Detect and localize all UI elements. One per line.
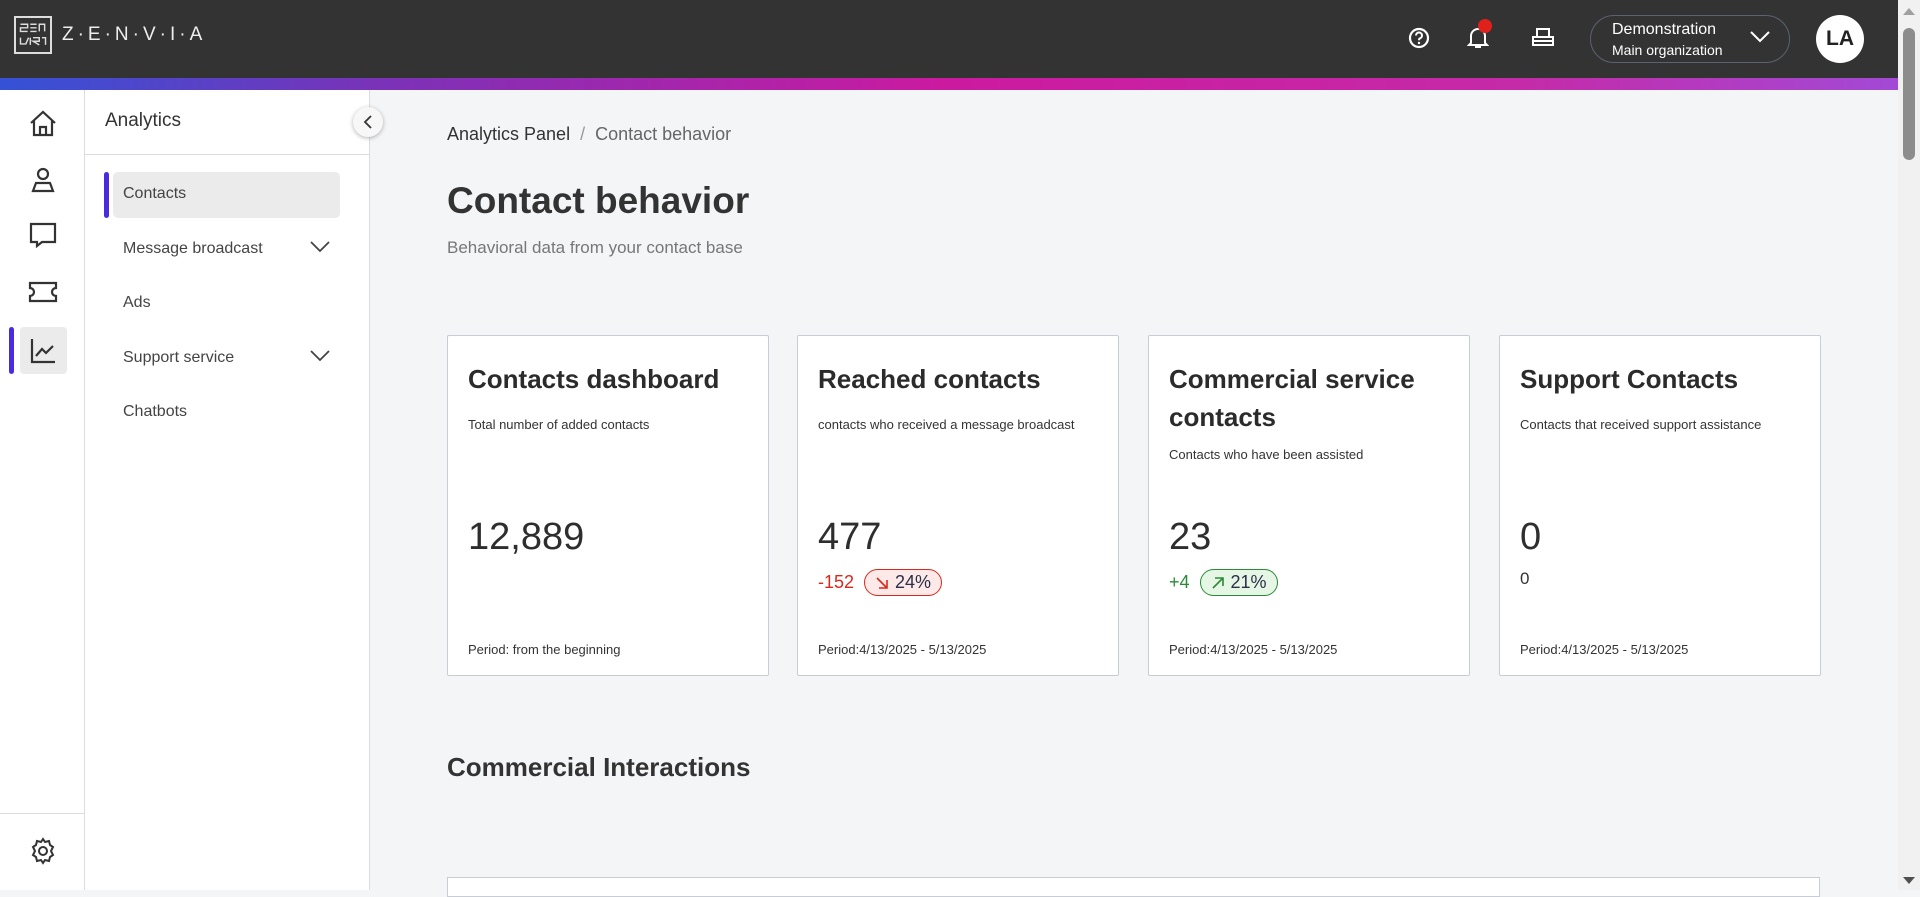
card-value: 23 [1169,516,1212,558]
sidebar-item-contacts[interactable]: Contacts [113,172,340,218]
user-icon[interactable] [28,165,58,195]
card-period: Period:4/13/2025 - 5/13/2025 [1169,642,1338,657]
sidebar-item-label: Chatbots [123,403,188,420]
rail-divider [0,813,85,814]
ticket-icon[interactable] [28,277,58,307]
breadcrumb-separator: / [580,124,586,144]
card-delta: +4 [1169,572,1190,592]
card-description: Contacts that received support assistanc… [1520,417,1762,432]
sidebar-active-indicator [104,172,109,218]
card-delta: -152 [818,572,855,592]
printer-icon[interactable] [1527,22,1559,54]
scroll-up-arrow[interactable] [1903,8,1915,15]
trend-percent: 21% [1230,572,1267,592]
brand-gradient-bar [0,78,1898,90]
rail-active-indicator [9,327,14,374]
zenvia-logo[interactable]: Z·E·N·V·I·A [14,16,206,54]
chevron-down-icon [1750,31,1770,43]
scrollbar-thumb[interactable] [1903,28,1915,160]
card-contacts-dashboard: Contacts dashboard Total number of added… [447,335,769,676]
card-title: Support Contacts [1520,364,1739,394]
scroll-down-arrow[interactable] [1903,877,1915,884]
sidebar-item-label: Ads [123,294,151,311]
trend-percent: 24% [895,572,932,592]
sidebar-item-ads[interactable]: Ads [113,281,340,327]
notification-dot [1478,19,1492,33]
chart-icon[interactable] [28,336,58,366]
chevron-left-icon [363,115,372,129]
page-subtitle: Behavioral data from your contact base [447,238,743,257]
card-description: Total number of added contacts [468,417,650,432]
arrow-down-right-icon [876,576,888,589]
page-title: Contact behavior [447,180,750,221]
analytics-sidebar: Analytics Contacts Message broadcast Ads… [85,90,370,890]
card-period: Period:4/13/2025 - 5/13/2025 [818,642,987,657]
trend-badge: 21% [1199,569,1278,596]
organization-selector[interactable]: Demonstration Main organization [1590,15,1790,63]
org-name: Demonstration [1612,21,1717,38]
chevron-down-icon [310,350,330,362]
breadcrumb: Analytics Panel / Contact behavior [447,124,731,145]
home-icon[interactable] [28,109,58,139]
sidebar-item-label: Contacts [123,185,187,202]
brand-name: Z·E·N·V·I·A [62,24,207,45]
card-description: contacts who received a message broadcas… [818,417,1075,432]
card-delta: 0 [1520,569,1530,588]
avatar[interactable]: LA [1816,15,1864,63]
sidebar-item-label: Support service [123,349,235,366]
arrow-up-right-icon [1211,576,1224,589]
card-commercial-service-contacts: Commercial service contacts Contacts who… [1148,335,1470,676]
scrollbar[interactable] [1898,0,1920,890]
card-value: 477 [818,516,882,558]
logo-mark-icon [14,16,52,54]
sidebar-item-label: Message broadcast [123,240,263,257]
bell-icon[interactable] [1462,19,1494,54]
help-icon[interactable] [1403,22,1435,54]
sidebar-item-support-service[interactable]: Support service [113,336,340,382]
card-period: Period: from the beginning [468,642,621,657]
card-period: Period:4/13/2025 - 5/13/2025 [1520,642,1689,657]
card-support-contacts: Support Contacts Contacts that received … [1499,335,1821,676]
sidebar-title: Analytics [85,90,369,155]
commercial-interactions-panel [447,877,1820,897]
top-bar: Z·E·N·V·I·A Demonstration Main organizat… [0,0,1898,78]
card-title: Reached contacts [818,364,1041,394]
chevron-down-icon [310,241,330,253]
card-title: Contacts dashboard [468,364,720,394]
sidebar-item-chatbots[interactable]: Chatbots [113,390,340,436]
icon-rail [0,90,85,890]
chat-icon[interactable] [28,220,58,250]
collapse-sidebar-button[interactable] [353,107,383,137]
card-description: Contacts who have been assisted [1169,447,1364,462]
card-title: Commercial service contacts [1169,364,1415,432]
breadcrumb-root[interactable]: Analytics Panel [447,124,571,144]
sidebar-item-message-broadcast[interactable]: Message broadcast [113,227,340,273]
section-title: Commercial Interactions [447,752,751,782]
trend-badge: 24% [864,569,943,596]
breadcrumb-current: Contact behavior [595,124,732,144]
gear-icon[interactable] [28,836,58,866]
card-value: 0 [1520,516,1542,558]
card-value: 12,889 [468,516,585,558]
card-reached-contacts: Reached contacts contacts who received a… [797,335,1119,676]
org-sub: Main organization [1612,42,1723,58]
